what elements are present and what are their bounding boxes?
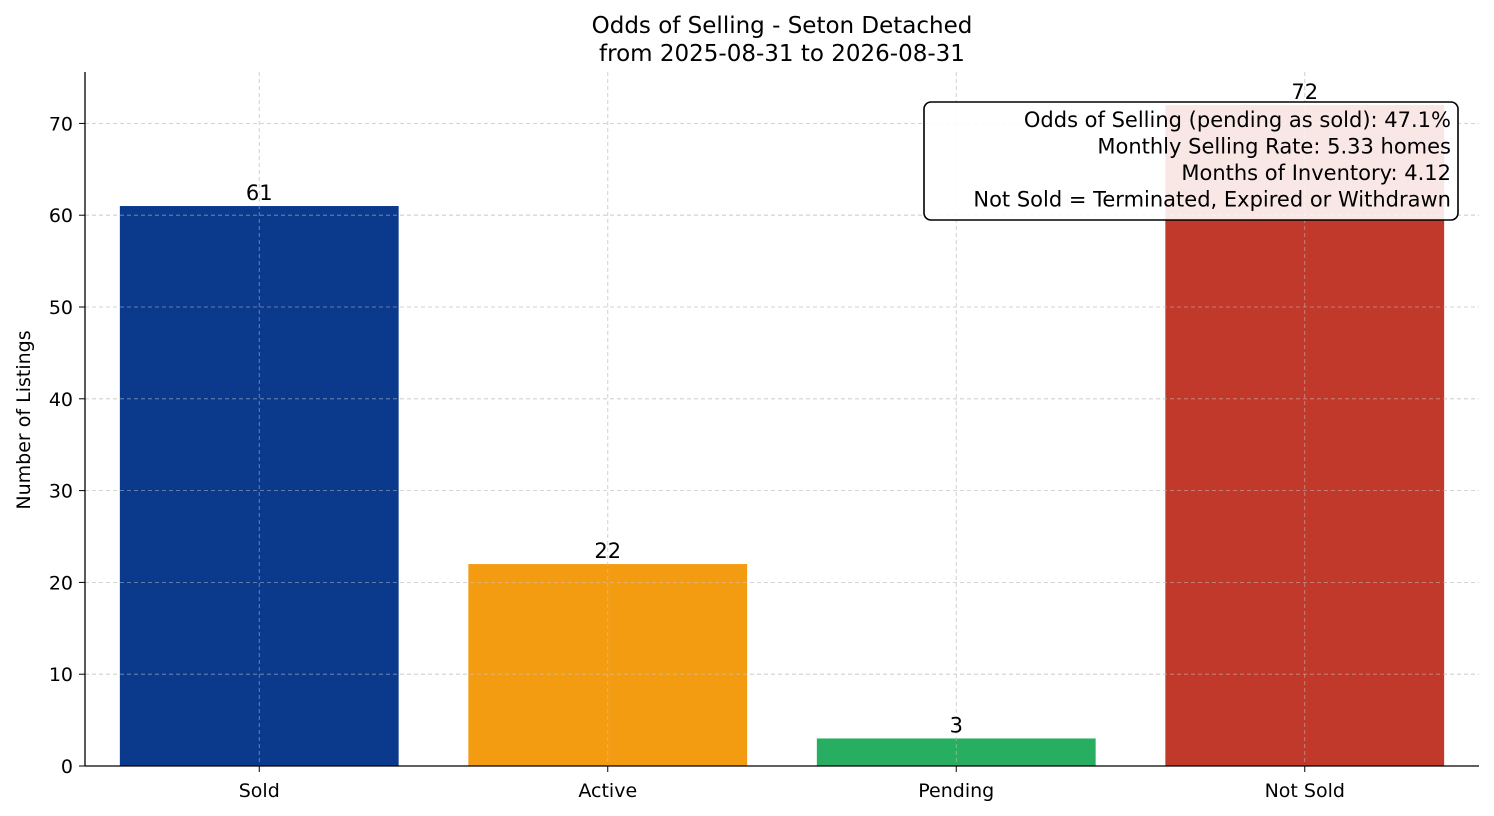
stats-line: Monthly Selling Rate: 5.33 homes	[1097, 135, 1451, 159]
y-axis-label: Number of Listings	[13, 330, 35, 509]
chart-title: Odds of Selling - Seton Detached	[592, 13, 973, 39]
y-tick-label: 70	[49, 113, 73, 135]
stats-box-frame	[923, 101, 1459, 221]
chart-subtitle: from 2025-08-31 to 2026-08-31	[599, 41, 965, 67]
bar-active	[468, 564, 748, 766]
data-label: 72	[1291, 80, 1318, 104]
stats-box: Odds of Selling (pending as sold): 47.1%…	[923, 101, 1459, 221]
y-tick-label: 30	[49, 481, 73, 503]
y-tick-label: 60	[49, 205, 73, 227]
x-tick-label: Pending	[918, 780, 994, 802]
labels: 61 22 3 72	[246, 80, 1318, 737]
stats-line: Months of Inventory: 4.12	[1181, 161, 1451, 185]
x-tick-label: Not Sold	[1265, 780, 1345, 802]
data-label: 3	[950, 713, 963, 737]
data-label: 61	[246, 181, 273, 205]
y-tick-label: 50	[49, 297, 73, 319]
x-tick-label: Sold	[239, 780, 280, 802]
y-tick-label: 20	[49, 572, 73, 594]
y-tick-label: 0	[61, 756, 73, 778]
y-tick-label: 10	[49, 664, 73, 686]
axes: 0 10 20 30 40 50 60 70 Sold Active Pending Not Sold	[49, 72, 1479, 802]
stats-line: Odds of Selling (pending as sold): 47.1%	[1024, 108, 1451, 132]
y-tick-label: 40	[49, 389, 73, 411]
stats-line: Not Sold = Terminated, Expired or Withdr…	[973, 188, 1451, 212]
data-label: 22	[594, 539, 621, 563]
x-tick-label: Active	[578, 780, 637, 802]
